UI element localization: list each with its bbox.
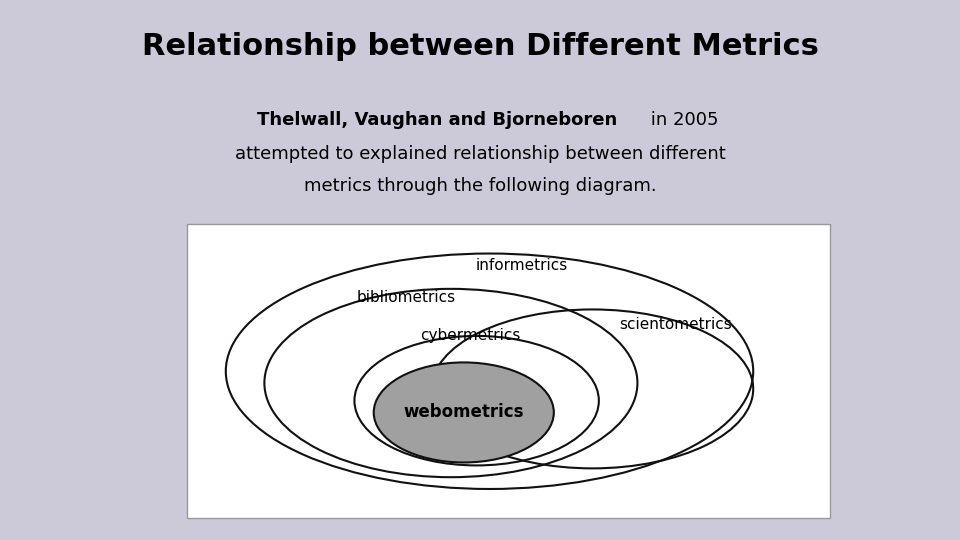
Text: attempted to explained relationship between different: attempted to explained relationship betw… (234, 145, 726, 163)
Ellipse shape (373, 362, 554, 462)
Bar (187, 224, 830, 518)
Text: webometrics: webometrics (403, 403, 524, 421)
Text: Thelwall, Vaughan and Bjorneboren: Thelwall, Vaughan and Bjorneboren (256, 111, 617, 129)
Text: bibliometrics: bibliometrics (356, 290, 455, 305)
Text: in 2005: in 2005 (645, 111, 719, 129)
Text: cybermetrics: cybermetrics (420, 328, 520, 343)
Text: scientometrics: scientometrics (619, 316, 732, 332)
Text: metrics through the following diagram.: metrics through the following diagram. (303, 177, 657, 195)
Text: Relationship between Different Metrics: Relationship between Different Metrics (141, 32, 819, 62)
Text: informetrics: informetrics (475, 258, 567, 273)
